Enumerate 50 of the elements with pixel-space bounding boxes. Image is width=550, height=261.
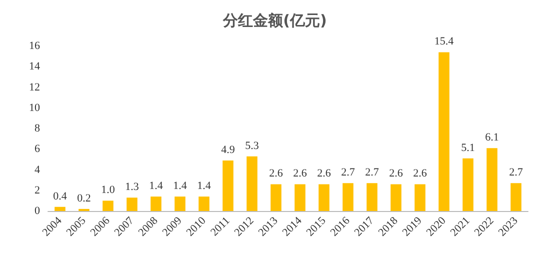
- data-label: 1.0: [101, 184, 116, 196]
- y-tick-label: 6: [34, 143, 40, 156]
- y-tick-label: 8: [34, 122, 40, 134]
- bar: [486, 148, 498, 211]
- data-label: 2.7: [365, 166, 380, 179]
- bar: [102, 200, 114, 211]
- bar: [414, 184, 426, 211]
- y-tick-label: 2: [34, 184, 40, 196]
- data-label: 2.6: [317, 168, 332, 180]
- bar: [270, 184, 282, 211]
- data-label: 2.7: [341, 166, 356, 179]
- bar: [462, 158, 474, 211]
- y-tick-label: 16: [29, 40, 40, 52]
- bar: [510, 183, 522, 211]
- bar: [342, 183, 354, 211]
- data-label: 1.4: [173, 180, 188, 192]
- bar: [150, 196, 162, 211]
- y-tick-label: 14: [29, 60, 40, 73]
- data-label: 4.9: [221, 144, 236, 156]
- bar: [318, 184, 330, 211]
- bar: [390, 184, 402, 211]
- y-tick-label: 4: [34, 164, 40, 176]
- data-label: 2.7: [509, 166, 524, 179]
- data-label: 2.6: [293, 168, 308, 180]
- y-tick-label: 12: [29, 81, 40, 94]
- bar: [126, 198, 138, 211]
- chart-title: 分红金额(亿元): [222, 12, 327, 30]
- data-label: 1.3: [125, 181, 140, 194]
- bar: [294, 184, 306, 211]
- bar: [198, 196, 210, 211]
- data-label: 6.1: [485, 132, 499, 144]
- data-label: 1.4: [197, 180, 212, 192]
- y-tick-label: 0: [34, 205, 40, 217]
- data-label: 2.6: [269, 168, 284, 180]
- bar: [246, 156, 258, 211]
- data-label: 2.6: [389, 168, 404, 180]
- data-label: 0.4: [53, 190, 68, 202]
- data-label: 2.6: [413, 168, 428, 180]
- bar: [222, 160, 234, 211]
- data-label: 0.2: [77, 192, 91, 204]
- data-label: 5.3: [245, 140, 260, 152]
- bar: [174, 196, 186, 211]
- data-label: 1.4: [149, 180, 164, 192]
- y-tick-label: 10: [29, 102, 40, 114]
- data-label: 5.1: [461, 142, 475, 154]
- bar: [54, 206, 66, 211]
- data-label: 15.4: [434, 36, 454, 48]
- x-tick-label: 2011: [208, 214, 232, 238]
- bar: [438, 52, 450, 211]
- bar: [366, 183, 378, 211]
